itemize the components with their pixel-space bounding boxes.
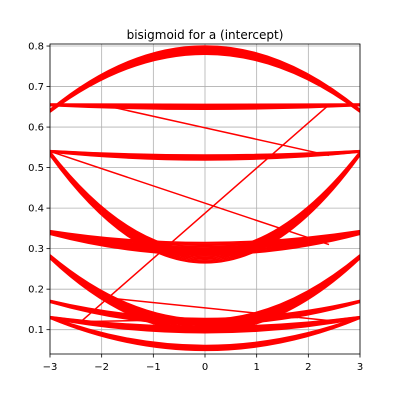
x-tick-label: 1 bbox=[253, 362, 259, 373]
x-axis: −3 −2 −1 0 1 2 3 bbox=[43, 354, 363, 373]
y-axis: 0.1 0.2 0.3 0.4 0.5 0.6 0.7 0.8 bbox=[28, 42, 50, 336]
y-tick-label: 0.4 bbox=[28, 204, 44, 215]
y-tick-label: 0.5 bbox=[28, 163, 44, 174]
chart-title: bisigmoid for a (intercept) bbox=[127, 28, 284, 42]
x-tick-label: 2 bbox=[305, 362, 311, 373]
y-tick-label: 0.7 bbox=[28, 82, 44, 93]
series-line bbox=[50, 229, 360, 244]
series-line bbox=[50, 149, 360, 156]
x-tick-label: 0 bbox=[202, 362, 208, 373]
connector-line bbox=[101, 296, 340, 323]
connector-line bbox=[50, 150, 330, 246]
y-tick-label: 0.8 bbox=[28, 42, 44, 53]
x-tick-label: −2 bbox=[94, 362, 109, 373]
connector-line bbox=[101, 104, 330, 157]
x-tick-label: −3 bbox=[43, 362, 58, 373]
y-tick-label: 0.1 bbox=[28, 325, 44, 336]
y-tick-label: 0.2 bbox=[28, 285, 44, 296]
x-tick-label: 3 bbox=[357, 362, 363, 373]
connector-line bbox=[80, 316, 299, 323]
series-line bbox=[50, 45, 360, 111]
y-tick-label: 0.3 bbox=[28, 244, 44, 255]
connector-line bbox=[80, 104, 330, 323]
series-connectors bbox=[50, 104, 340, 323]
series-line bbox=[50, 316, 360, 347]
x-tick-label: −1 bbox=[146, 362, 161, 373]
y-tick-label: 0.6 bbox=[28, 123, 44, 134]
